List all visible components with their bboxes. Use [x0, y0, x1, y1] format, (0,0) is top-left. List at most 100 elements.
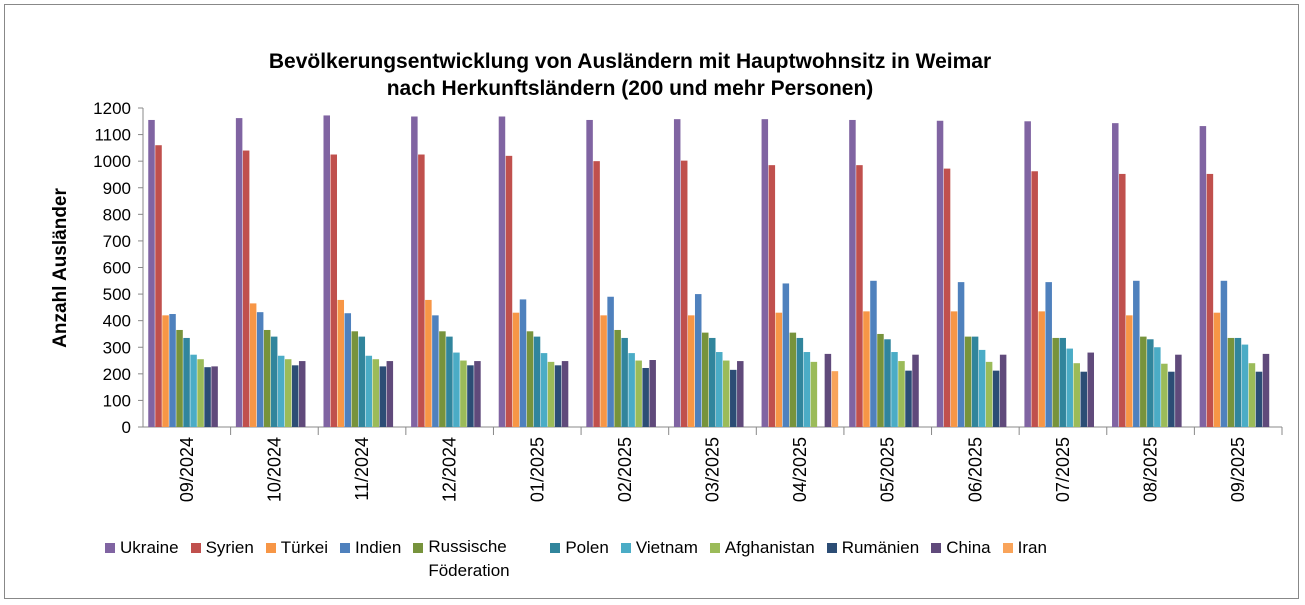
bar: [358, 336, 366, 427]
bar: [446, 336, 453, 427]
bar: [586, 119, 593, 428]
x-tick-label: 02/2025: [615, 437, 635, 502]
bar: [291, 365, 299, 427]
bar: [540, 353, 548, 427]
bar: [621, 337, 628, 427]
bar: [1087, 352, 1095, 427]
legend-item: Syrien: [190, 538, 254, 558]
bar: [891, 352, 898, 427]
bar: [351, 331, 359, 427]
x-tick-label: 05/2025: [878, 437, 898, 502]
bar: [190, 354, 197, 427]
bar: [1133, 280, 1140, 427]
y-tick-label: 1000: [93, 152, 131, 171]
legend-swatch: [413, 543, 424, 553]
bar: [561, 361, 569, 427]
bar: [453, 352, 460, 427]
bar: [803, 352, 811, 427]
bar: [708, 337, 716, 427]
bar: [1038, 311, 1045, 427]
bar: [1140, 336, 1147, 427]
bar: [439, 331, 446, 427]
bar: [831, 371, 839, 427]
bar: [1241, 344, 1249, 427]
bar: [155, 145, 162, 427]
bar: [330, 154, 338, 428]
bar: [204, 367, 211, 427]
bar: [775, 312, 783, 427]
bar: [1031, 171, 1038, 427]
bar: [1234, 337, 1242, 427]
bar: [323, 115, 330, 428]
bar: [978, 349, 986, 427]
bar: [1024, 121, 1031, 428]
bar: [1066, 348, 1073, 427]
bar: [912, 354, 919, 427]
bar: [1220, 280, 1228, 427]
y-tick-label: 200: [103, 365, 131, 384]
legend-item: Indien: [340, 538, 401, 558]
bar: [985, 361, 993, 427]
bar: [1206, 173, 1214, 427]
bar: [849, 119, 856, 428]
bar: [782, 283, 790, 427]
bar: [593, 161, 600, 427]
legend-item: Afghanistan: [709, 538, 815, 558]
bar: [256, 312, 264, 427]
x-tick-label: 08/2025: [1141, 437, 1161, 502]
bar: [242, 150, 250, 428]
bar: [460, 360, 467, 427]
bar: [249, 303, 257, 427]
bar: [526, 331, 534, 427]
y-tick-label: 1200: [93, 99, 131, 118]
legend-swatch: [105, 543, 115, 553]
x-tick-label: 07/2025: [1053, 437, 1073, 502]
bar: [600, 315, 607, 427]
bar: [498, 116, 506, 428]
legend-label: Rumänien: [841, 538, 920, 557]
legend-item: Iran: [1002, 538, 1047, 558]
bar: [810, 361, 818, 427]
chart-title: nach Herkunftsländern (200 und mehr Pers…: [387, 77, 874, 100]
bar: [211, 366, 218, 427]
bar: [856, 165, 863, 427]
bar: [870, 280, 877, 427]
bar: [971, 336, 979, 427]
bar: [898, 361, 905, 427]
bar: [1213, 312, 1221, 427]
bar: [628, 353, 635, 427]
bar: [680, 160, 688, 427]
bar: [1147, 339, 1154, 427]
bar: [519, 299, 527, 427]
bar: [723, 360, 730, 427]
bar: [235, 118, 243, 427]
bar: [863, 311, 870, 427]
bar: [1199, 126, 1207, 428]
bar: [789, 332, 797, 427]
legend-label: Ukraine: [120, 538, 179, 557]
y-tick-label: 1100: [94, 126, 131, 145]
bar: [547, 361, 555, 427]
bar: [884, 339, 891, 427]
y-tick-label: 500: [103, 285, 131, 304]
x-tick-label: 09/2025: [1228, 437, 1248, 502]
bar: [1119, 173, 1126, 427]
bar: [687, 315, 695, 427]
bar: [992, 370, 1000, 427]
bar: [533, 336, 541, 427]
bar: [197, 359, 204, 427]
bar: [1045, 282, 1052, 427]
x-tick-label: 01/2025: [527, 437, 547, 502]
legend-label: Vietnam: [635, 538, 698, 557]
y-tick-label: 400: [103, 312, 131, 331]
bar: [607, 296, 614, 427]
legend-item: Rumänien: [826, 538, 920, 558]
bar: [1161, 363, 1168, 427]
bar: [1168, 371, 1175, 427]
y-tick-label: 600: [103, 259, 131, 278]
bar: [162, 315, 169, 427]
x-tick-label: 10/2024: [264, 437, 284, 502]
x-tick-label: 12/2024: [440, 437, 460, 502]
bar: [1227, 337, 1235, 427]
